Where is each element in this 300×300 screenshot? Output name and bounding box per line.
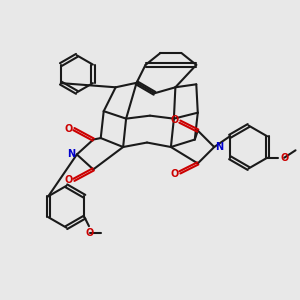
Text: O: O xyxy=(280,153,288,163)
Text: O: O xyxy=(170,115,178,125)
Text: O: O xyxy=(64,175,73,185)
Text: O: O xyxy=(64,124,73,134)
Text: N: N xyxy=(68,149,76,160)
Text: O: O xyxy=(170,169,178,179)
Text: N: N xyxy=(215,142,223,152)
Text: O: O xyxy=(86,228,94,238)
